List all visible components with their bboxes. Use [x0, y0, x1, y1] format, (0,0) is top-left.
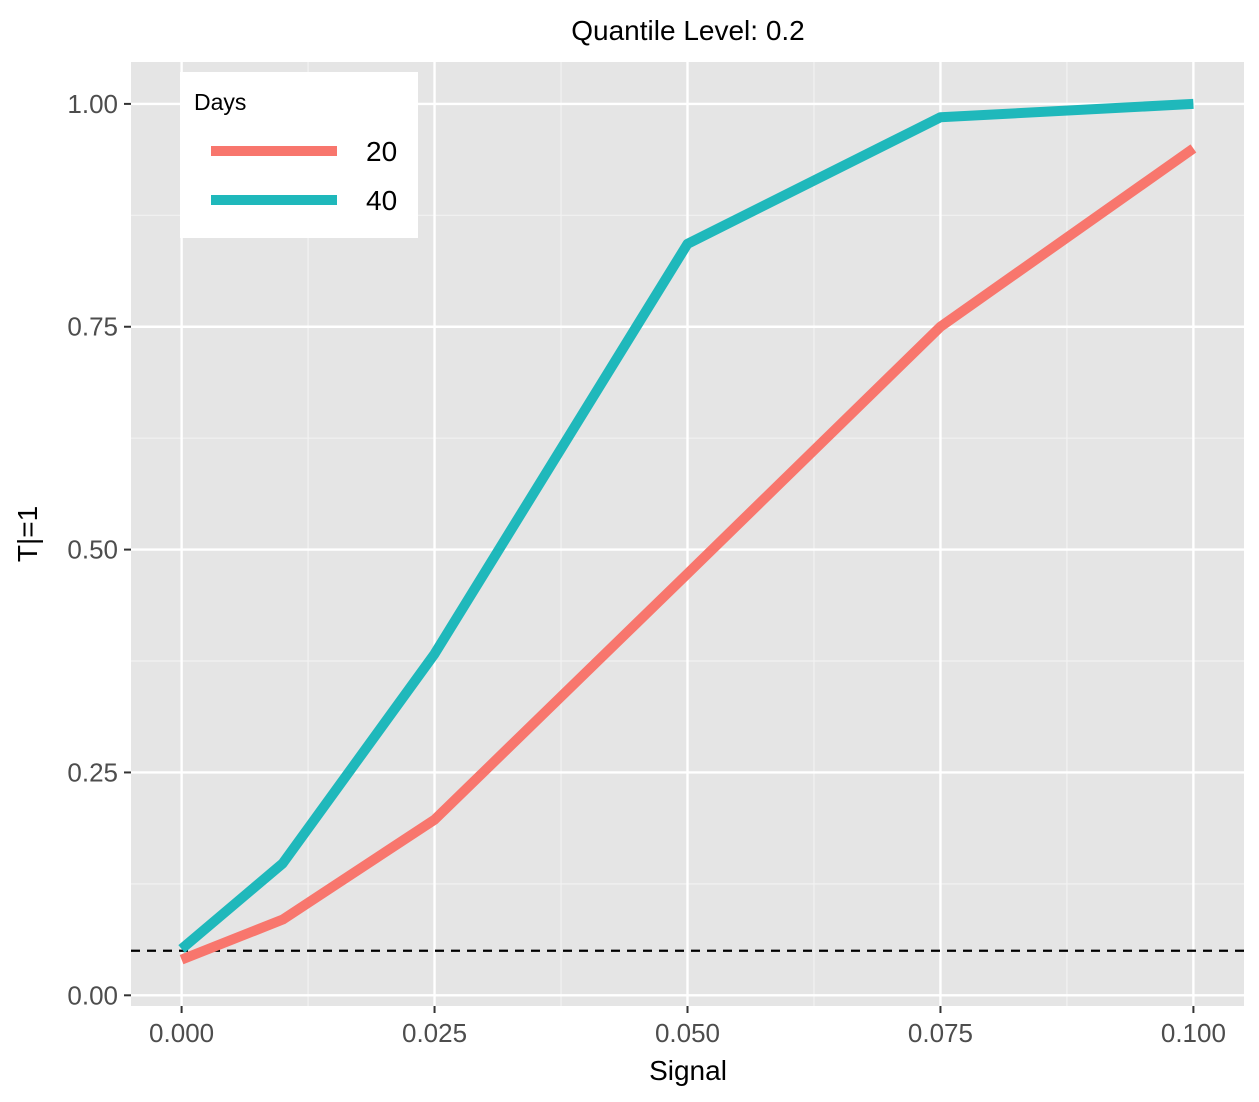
y-tick-label: 0.00: [67, 980, 118, 1010]
y-tick-label: 0.75: [67, 312, 118, 342]
y-tick-label: 1.00: [67, 89, 118, 119]
y-tick-label: 0.25: [67, 757, 118, 787]
legend: Days 20 40: [180, 72, 418, 238]
x-tick-label: 0.025: [402, 1018, 467, 1048]
x-axis: 0.000 0.025 0.050 0.075 0.100: [149, 1006, 1226, 1048]
legend-label-20: 20: [366, 136, 397, 167]
x-axis-title: Signal: [649, 1055, 727, 1086]
x-tick-label: 0.050: [655, 1018, 720, 1048]
legend-label-40: 40: [366, 185, 397, 216]
legend-title: Days: [194, 89, 246, 115]
y-axis: 0.00 0.25 0.50 0.75 1.00: [67, 89, 131, 1010]
series-line-20: [179, 144, 1197, 965]
y-tick-label: 0.50: [67, 535, 118, 565]
x-tick-label: 0.000: [149, 1018, 214, 1048]
chart-title: Quantile Level: 0.2: [571, 15, 805, 46]
x-tick-label: 0.075: [908, 1018, 973, 1048]
y-axis-title: T|=1: [12, 506, 43, 562]
series-line-40: [178, 98, 1194, 953]
x-tick-label: 0.100: [1161, 1018, 1226, 1048]
series-group: [178, 98, 1197, 965]
